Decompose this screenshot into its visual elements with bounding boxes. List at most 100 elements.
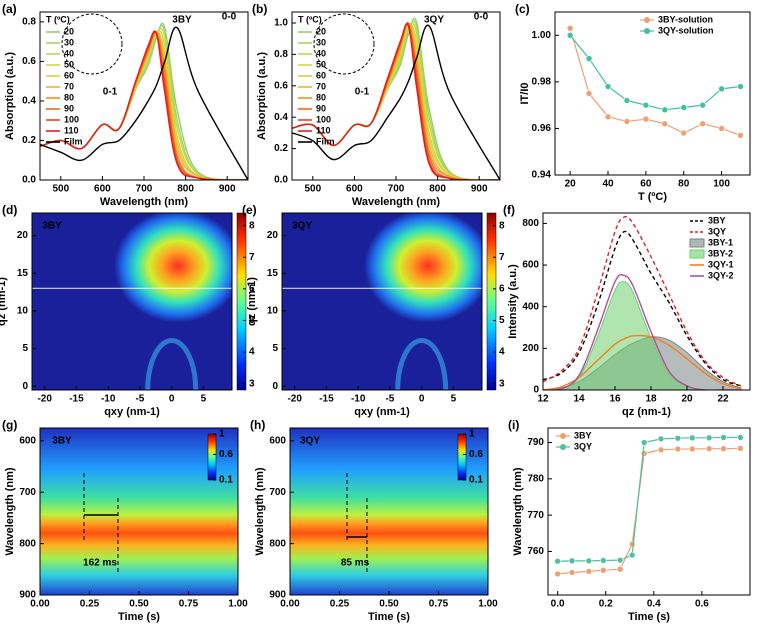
ring — [395, 337, 449, 390]
plot-area — [292, 17, 500, 180]
point — [616, 565, 624, 573]
colorbar — [236, 212, 247, 391]
point — [720, 434, 727, 441]
y-tick-label: 0.4 — [22, 96, 36, 107]
legend-swatch — [560, 433, 566, 439]
y-tick-label: 0.98 — [532, 76, 552, 87]
x-tick-label: 14 — [573, 394, 585, 405]
x-tick-label: 60 — [640, 179, 652, 190]
legend-label: 50 — [316, 59, 326, 69]
x-tick-label: -5 — [135, 394, 144, 405]
x-tick-label: 0.2 — [599, 599, 613, 610]
point — [616, 556, 624, 564]
legend-swatch — [560, 444, 566, 450]
plot-area — [40, 22, 248, 180]
x-axis-label: qz (nm-1) — [622, 406, 671, 418]
connector — [569, 28, 741, 136]
y-axis-label: Wavelength (nm) — [512, 467, 524, 556]
panel-label: (i) — [508, 418, 519, 432]
point — [699, 101, 706, 109]
y-tick-label: 0 — [22, 381, 28, 392]
point — [600, 567, 607, 574]
x-tick-label: 12 — [537, 394, 549, 405]
colorbar-label: 0.1 — [469, 475, 483, 486]
y-tick-label: 0.4 — [274, 112, 288, 123]
y-tick-label: 0 — [533, 385, 539, 396]
panel: 0.00 0.25 0.50 0.75 1.00 600 700 800 900 Time (s)… — [2, 418, 248, 623]
legend-swatch — [644, 17, 650, 23]
annotation: 0-0 — [474, 12, 489, 23]
legend-label: 30 — [316, 37, 326, 47]
annotation: 3QY — [300, 436, 320, 447]
y-tick-label: 15 — [17, 268, 29, 279]
x-tick-label: -15 — [319, 394, 334, 405]
plot-area — [554, 434, 744, 578]
y-axis-label: Wavelength (nm) — [254, 467, 266, 556]
legend-label: 110 — [316, 125, 331, 135]
colorbar — [207, 433, 217, 481]
inset-outline — [61, 13, 123, 75]
colorbar-label: 7 — [249, 252, 255, 263]
x-tick-label: 600 — [94, 184, 111, 195]
plot-area — [32, 213, 232, 390]
x-tick-label: 800 — [177, 184, 194, 195]
panel: 20 40 60 80 100 0.94 0.96 0.98 1.00 T (ºC) IT/I0 (c… — [515, 2, 751, 203]
frame — [31, 212, 233, 391]
legend-title: T (ºC) — [46, 14, 70, 24]
point — [568, 569, 576, 576]
legend-label: 3QY — [708, 226, 726, 236]
point — [718, 85, 725, 93]
legend-label: 90 — [316, 103, 326, 113]
legend-label: 20 — [316, 26, 326, 36]
legend-label: 100 — [316, 114, 331, 124]
point — [640, 439, 648, 446]
x-tick-label: 0 — [419, 394, 425, 405]
y-tick-label: 0.94 — [532, 170, 552, 181]
panel: -20 -15 -10 -5 0 5 0 5 10 15 20 qxy (nm-1) qz (nm-1)… — [242, 203, 505, 418]
x-tick-label: 0.00 — [280, 599, 300, 610]
legend-label: 30 — [64, 37, 74, 47]
colorbar-label: 8 — [249, 220, 255, 231]
colorbar — [457, 433, 467, 481]
legend-label: 3BY — [708, 215, 726, 225]
x-tick-label: 700 — [388, 184, 405, 195]
colorbar-label: 5 — [249, 315, 255, 326]
panel-label: (h) — [250, 418, 265, 432]
panel: 0.0 0.2 0.4 0.6 760 770 780 790 Time (s) Waveleng… — [508, 418, 751, 623]
legend-label: Film — [316, 136, 335, 146]
y-tick-label: 0.8 — [22, 17, 36, 28]
panel: 500 600 700 800 900 0.0 0.2 0.4 0.6 0.8 1.0 Wavelen… — [252, 2, 501, 208]
colorbar-label: 7 — [499, 252, 505, 263]
x-tick-label: 0.50 — [379, 599, 399, 610]
panel-label: (c) — [515, 2, 530, 16]
x-axis-label: qxy (nm-1) — [354, 406, 410, 418]
legend-label: 70 — [316, 81, 326, 91]
line — [292, 23, 500, 180]
legend-label: 40 — [64, 48, 74, 58]
line — [40, 26, 248, 180]
point — [623, 97, 631, 104]
colorbar-label: 0.6 — [469, 449, 483, 460]
point — [705, 434, 713, 442]
legend-label: 3BY-2 — [708, 248, 733, 258]
colorbar-label: 3 — [499, 378, 505, 389]
colorbar-label: 0.1 — [219, 475, 233, 486]
colorbar-label: 4 — [499, 347, 505, 358]
plot-area — [282, 213, 482, 390]
point — [585, 55, 593, 62]
x-tick-label: 40 — [602, 179, 614, 190]
panel-label: (e) — [242, 203, 257, 217]
colorbar-label: 8 — [499, 220, 505, 231]
legend-label: 90 — [64, 103, 74, 113]
x-tick-label: 0.00 — [30, 599, 50, 610]
annotation: 3BY — [172, 15, 192, 26]
x-axis-label: Time (s) — [368, 611, 410, 623]
plot-area — [40, 428, 238, 595]
frame — [281, 212, 483, 391]
y-tick-label: 790 — [527, 437, 544, 448]
line — [543, 273, 741, 390]
y-tick-label: 600 — [522, 260, 539, 271]
legend-label: 3QY-2 — [708, 270, 734, 280]
x-axis-label: Wavelength (nm) — [352, 196, 441, 208]
y-tick-label: 5 — [272, 343, 278, 354]
